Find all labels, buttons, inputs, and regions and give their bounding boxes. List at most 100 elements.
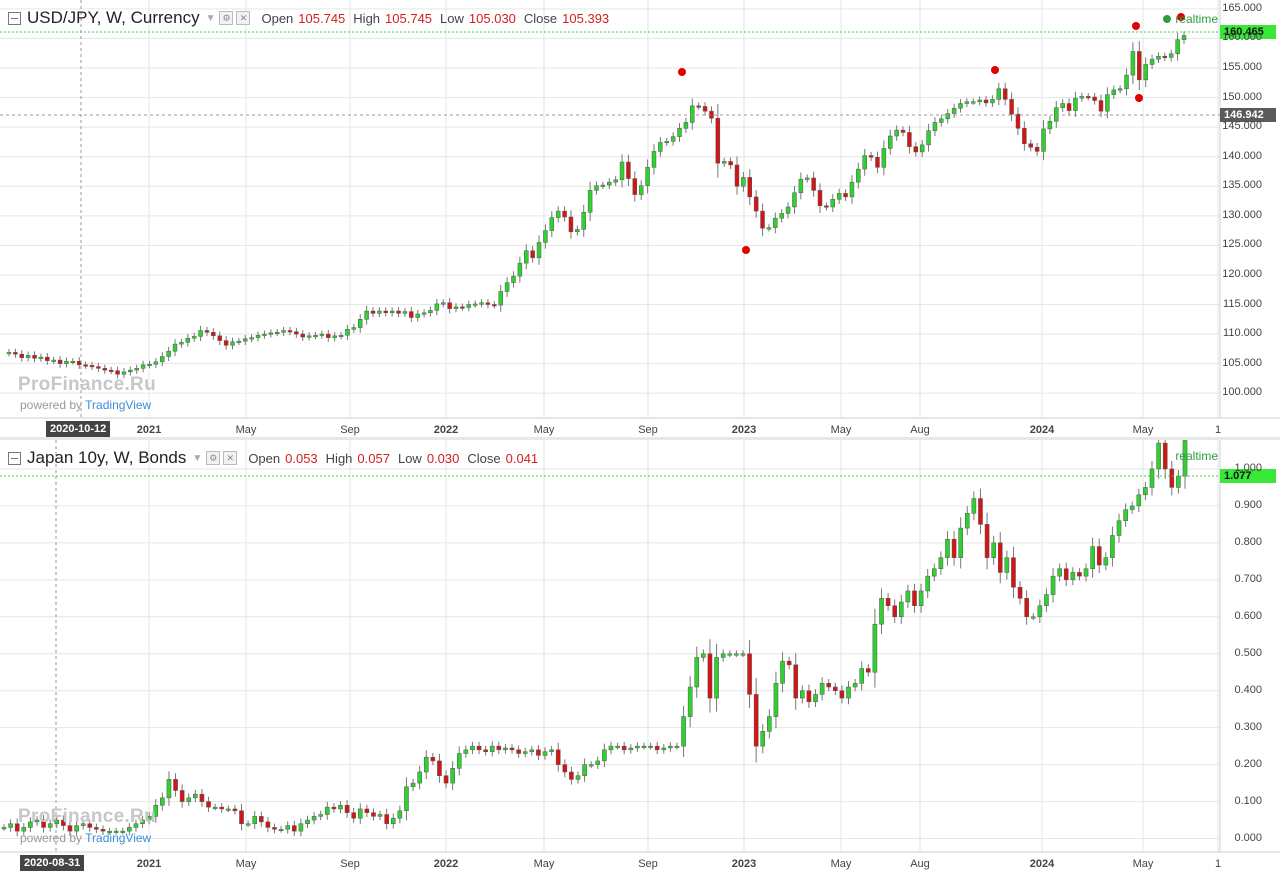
candle-body [581, 212, 586, 230]
time-tick-label: 2021 [136, 424, 162, 436]
candle-body [377, 310, 382, 314]
candle-body [1181, 35, 1187, 40]
jgb10y-chart-panel[interactable]: Japan 10y, W, Bonds ▼ ⚙ ✕ Open 0.053 Hig… [0, 440, 1280, 871]
candle-body [140, 819, 145, 824]
tradingview-link[interactable]: TradingView [85, 398, 152, 412]
candle-body [1116, 520, 1122, 536]
candle-body [485, 302, 491, 305]
candle-body [259, 816, 264, 823]
high-value: 105.745 [385, 10, 433, 26]
candle-body [852, 683, 858, 688]
candle-body [179, 790, 185, 802]
candle-body [595, 760, 601, 765]
candle-body [862, 155, 867, 170]
candle-body [460, 306, 465, 309]
candle-body [265, 821, 271, 828]
time-tick-label: May [830, 858, 852, 870]
price-tick-label: 130.000 [1222, 208, 1262, 221]
candle-body [423, 756, 429, 773]
candle-body [153, 361, 159, 365]
candle-body [899, 601, 904, 618]
candle-body [1105, 94, 1110, 112]
candle-body [849, 181, 855, 198]
signal-marker [1132, 22, 1140, 30]
candle-body [466, 304, 472, 308]
candle-body [160, 797, 165, 806]
powered-by[interactable]: powered by TradingView [20, 831, 151, 845]
price-tick-label: 100.000 [1222, 386, 1262, 399]
time-tick-label: May [533, 424, 555, 436]
close-icon[interactable]: ✕ [223, 451, 238, 465]
candle-body [701, 653, 706, 658]
candle-body [57, 359, 63, 364]
candle-body [410, 782, 416, 788]
candle-body [575, 229, 580, 233]
powered-by[interactable]: powered by TradingView [20, 398, 151, 412]
usdjpy-chart-canvas[interactable] [0, 0, 1280, 437]
collapse-icon[interactable] [8, 11, 21, 25]
candle-body [780, 660, 785, 684]
candle-body [211, 332, 216, 337]
candle-body [217, 335, 222, 341]
candle-body [51, 359, 56, 362]
candle-body [670, 136, 676, 142]
candle-body [272, 827, 277, 830]
candle-body [472, 303, 478, 306]
close-icon[interactable]: ✕ [236, 11, 251, 25]
candle-body [747, 177, 752, 198]
candle-body [262, 333, 267, 336]
candle-body [1175, 39, 1180, 55]
candle-body [249, 337, 254, 340]
candle-body [1143, 487, 1148, 496]
candle-body [800, 690, 805, 699]
candle-body [1149, 58, 1155, 65]
candle-body [1143, 64, 1148, 81]
candle-body [1156, 442, 1161, 470]
chevron-down-icon[interactable]: ▼ [192, 452, 203, 464]
candle-body [338, 334, 344, 337]
usdjpy-chart-panel[interactable]: USD/JPY, W, Currency ▼ ⚙ ✕ Open 105.745 … [0, 0, 1280, 440]
settings-icon[interactable]: ⚙ [206, 451, 221, 465]
candle-body [147, 363, 152, 366]
candle-body [741, 177, 746, 187]
time-tick-label: May [533, 858, 555, 870]
candle-body [702, 106, 708, 112]
candle-body [945, 113, 950, 120]
tradingview-link[interactable]: TradingView [85, 831, 152, 845]
candle-body [524, 250, 529, 264]
candle-body [875, 157, 880, 168]
time-tick-label: Sep [638, 858, 658, 870]
candle-body [300, 333, 305, 338]
time-tick-label: 2024 [1029, 858, 1055, 870]
candle-body [21, 827, 27, 832]
chevron-down-icon[interactable]: ▼ [205, 12, 216, 24]
candle-body [645, 167, 650, 186]
candle-body [239, 810, 244, 824]
candle-body [839, 690, 845, 699]
time-tick-label: 2023 [731, 424, 757, 436]
collapse-icon[interactable] [8, 451, 21, 465]
candle-body [383, 310, 388, 314]
candle-body [1130, 51, 1136, 76]
price-tick-label: 135.000 [1222, 179, 1262, 192]
candle-body [186, 797, 192, 802]
candle-body [1002, 88, 1008, 100]
candle-body [351, 327, 357, 330]
candle-body [836, 193, 842, 200]
candle-body [522, 751, 528, 754]
candle-body [226, 808, 231, 811]
candle-body [41, 819, 46, 828]
close-label: Close [467, 450, 501, 466]
candle-body [19, 353, 25, 358]
candle-body [96, 366, 101, 369]
candle-body [83, 364, 88, 367]
price-tick-label: 145.000 [1222, 120, 1262, 133]
jgb10y-chart-canvas[interactable] [0, 440, 1280, 871]
candle-body [681, 716, 686, 747]
candle-body [905, 590, 911, 603]
settings-icon[interactable]: ⚙ [219, 11, 234, 25]
candle-body [1111, 89, 1116, 95]
candle-body [278, 829, 284, 832]
candle-body [664, 141, 669, 144]
candle-body [345, 329, 350, 336]
